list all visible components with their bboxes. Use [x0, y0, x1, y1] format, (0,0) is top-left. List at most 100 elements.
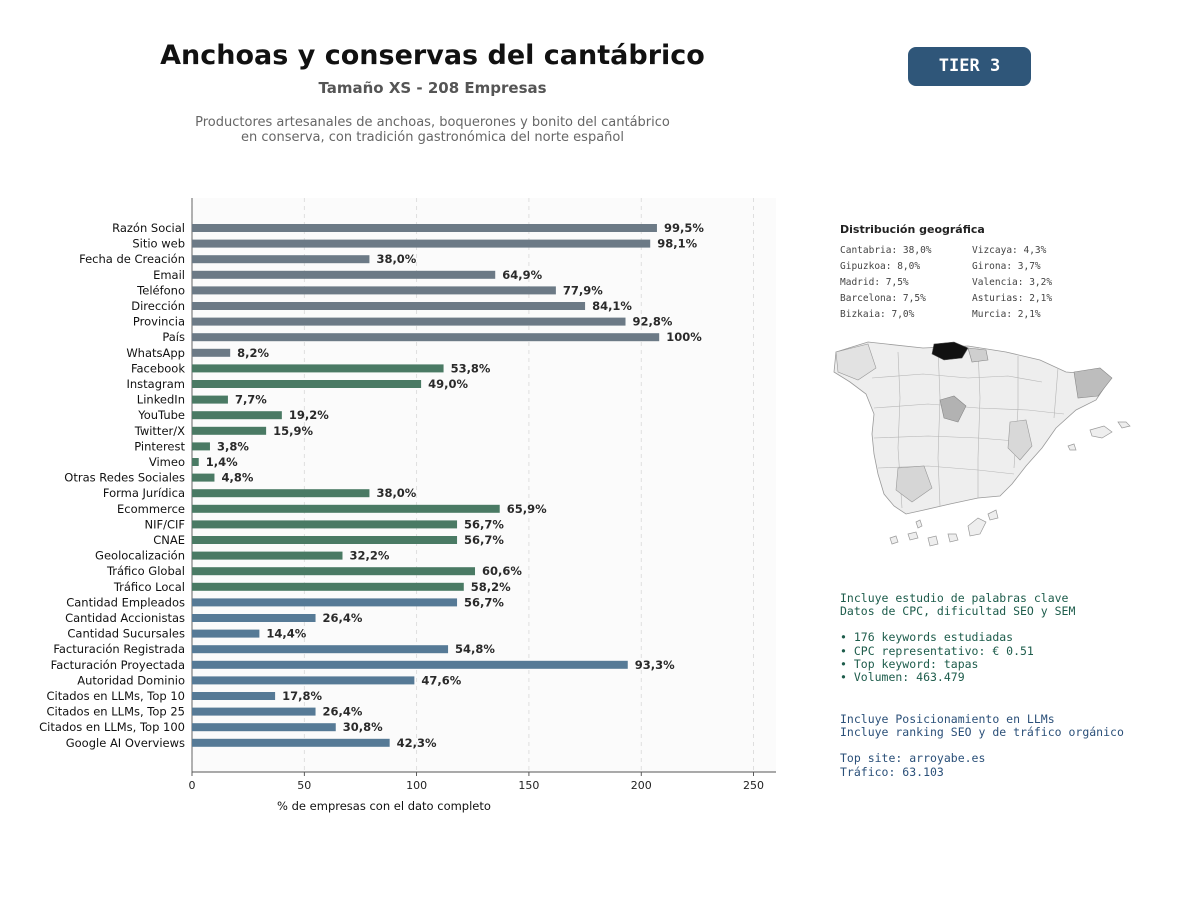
data-label: 49,0%: [428, 377, 468, 391]
y-tick-label: Cantidad Sucursales: [67, 627, 185, 641]
geo-item: Valencia: 3,2%: [972, 277, 1053, 288]
bar: [192, 567, 476, 576]
data-label: 1,4%: [206, 455, 238, 469]
data-label: 14,4%: [266, 627, 306, 641]
bar: [192, 692, 276, 700]
data-label: 56,7%: [464, 595, 504, 609]
bar: [192, 224, 657, 232]
x-tick-label: 50: [297, 779, 311, 792]
y-tick-label: Facebook: [131, 361, 185, 375]
bar-chart: 0 50 100 150 200 250 Razón Social 99,5% Sitio we…: [39, 198, 776, 813]
y-tick-label: CNAE: [153, 533, 185, 547]
y-tick-label: Forma Jurídica: [103, 486, 185, 500]
bar: [192, 286, 556, 295]
y-tick-label: Citados en LLMs, Top 10: [46, 689, 185, 703]
data-label: 64,9%: [502, 268, 542, 282]
data-label: 98,1%: [657, 237, 697, 251]
data-label: 84,1%: [592, 299, 632, 313]
data-label: 65,9%: [507, 502, 547, 516]
bar: [192, 333, 660, 342]
bar: [192, 317, 626, 326]
balearic-islands: [1067, 421, 1131, 451]
y-tick-label: Cantidad Empleados: [66, 595, 185, 609]
bar: [192, 723, 336, 732]
y-tick-label: Facturación Proyectada: [51, 658, 185, 672]
data-label: 99,5%: [664, 221, 704, 235]
bar: [192, 239, 651, 248]
data-label: 3,8%: [217, 439, 249, 453]
y-tick-label: Facturación Registrada: [53, 642, 185, 656]
tier-badge: TIER 3: [908, 47, 1031, 86]
data-label: 4,8%: [221, 471, 253, 485]
region-catalonia: [1073, 367, 1113, 399]
data-label: 15,9%: [273, 424, 313, 438]
data-label: 54,8%: [455, 642, 495, 656]
geo-item: Gipuzkoa: 8,0%: [840, 261, 921, 272]
geo-item: Girona: 3,7%: [972, 261, 1041, 272]
y-tick-label: Razón Social: [112, 221, 185, 235]
data-label: 42,3%: [397, 736, 437, 750]
bar: [192, 660, 628, 669]
geo-item: Bizkaia: 7,0%: [840, 309, 915, 320]
region-andalusia: [895, 465, 933, 503]
bar: [192, 645, 449, 654]
data-label: 77,9%: [563, 283, 603, 297]
keywords-bullet: • Top keyword: tapas: [840, 656, 979, 671]
y-tick-label: Geolocalización: [95, 549, 185, 563]
bar: [192, 302, 586, 310]
llm-line-2: Incluye ranking SEO y de tráfico orgánic…: [840, 725, 1124, 740]
geo-item: Vizcaya: 4,3%: [972, 245, 1047, 256]
bar: [192, 629, 260, 638]
spain-map: [833, 341, 1131, 547]
data-label: 30,8%: [343, 720, 383, 734]
bar: [192, 270, 496, 279]
bar: [192, 738, 390, 747]
y-tick-label: Instagram: [126, 377, 185, 391]
data-label: 38,0%: [376, 252, 416, 266]
bar: [192, 395, 228, 404]
y-tick-label: Twitter/X: [134, 424, 185, 438]
data-label: 58,2%: [471, 580, 511, 594]
x-tick-label: 200: [631, 779, 652, 792]
llm-info: Incluye Posicionamiento en LLMs Incluye …: [840, 712, 1124, 779]
y-tick-label: Autoridad Dominio: [77, 673, 185, 687]
x-tick-label: 250: [743, 779, 764, 792]
x-tick-label: 100: [406, 779, 427, 792]
data-label: 56,7%: [464, 517, 504, 531]
y-tick-label: YouTube: [137, 408, 185, 422]
y-tick-label: Tráfico Local: [113, 580, 185, 594]
bar: [192, 598, 458, 607]
y-tick-label: Cantidad Accionistas: [65, 611, 185, 625]
y-tick-label: Fecha de Creación: [79, 252, 185, 266]
y-tick-label: Pinterest: [134, 439, 185, 453]
geo-item: Murcia: 2,1%: [972, 309, 1041, 320]
ceuta-melilla: [915, 519, 923, 529]
keywords-info: Incluye estudio de palabras clave Datos …: [840, 591, 1075, 684]
bar: [192, 520, 458, 529]
region-madrid: [939, 395, 967, 423]
geo-item: Madrid: 7,5%: [840, 277, 909, 288]
plot-area: [192, 198, 776, 772]
canary-islands: [889, 509, 999, 547]
y-tick-label: Dirección: [131, 299, 185, 313]
data-label: 60,6%: [482, 564, 522, 578]
y-tick-label: Teléfono: [136, 283, 185, 297]
data-label: 7,7%: [235, 393, 267, 407]
bar: [192, 551, 343, 560]
data-label: 56,7%: [464, 533, 504, 547]
keywords-line-1: Incluye estudio de palabras clave: [840, 591, 1069, 605]
bar: [192, 364, 444, 373]
region-cantabria: [931, 341, 969, 361]
top-site: Top site: arroyabe.es: [840, 751, 986, 766]
region-basque: [967, 347, 989, 363]
bar: [192, 614, 316, 622]
keywords-bullet: • 176 keywords estudiadas: [840, 630, 1014, 645]
y-tick-label: Tráfico Global: [106, 564, 185, 578]
keywords-bullet: • CPC representativo: € 0.51: [840, 643, 1034, 658]
data-label: 92,8%: [633, 315, 673, 329]
description-line-1: Productores artesanales de anchoas, boqu…: [195, 115, 670, 130]
region-galicia: [835, 343, 877, 381]
bar: [192, 380, 422, 388]
y-tick-label: Sitio web: [132, 237, 185, 251]
geo-item: Barcelona: 7,5%: [840, 293, 926, 304]
